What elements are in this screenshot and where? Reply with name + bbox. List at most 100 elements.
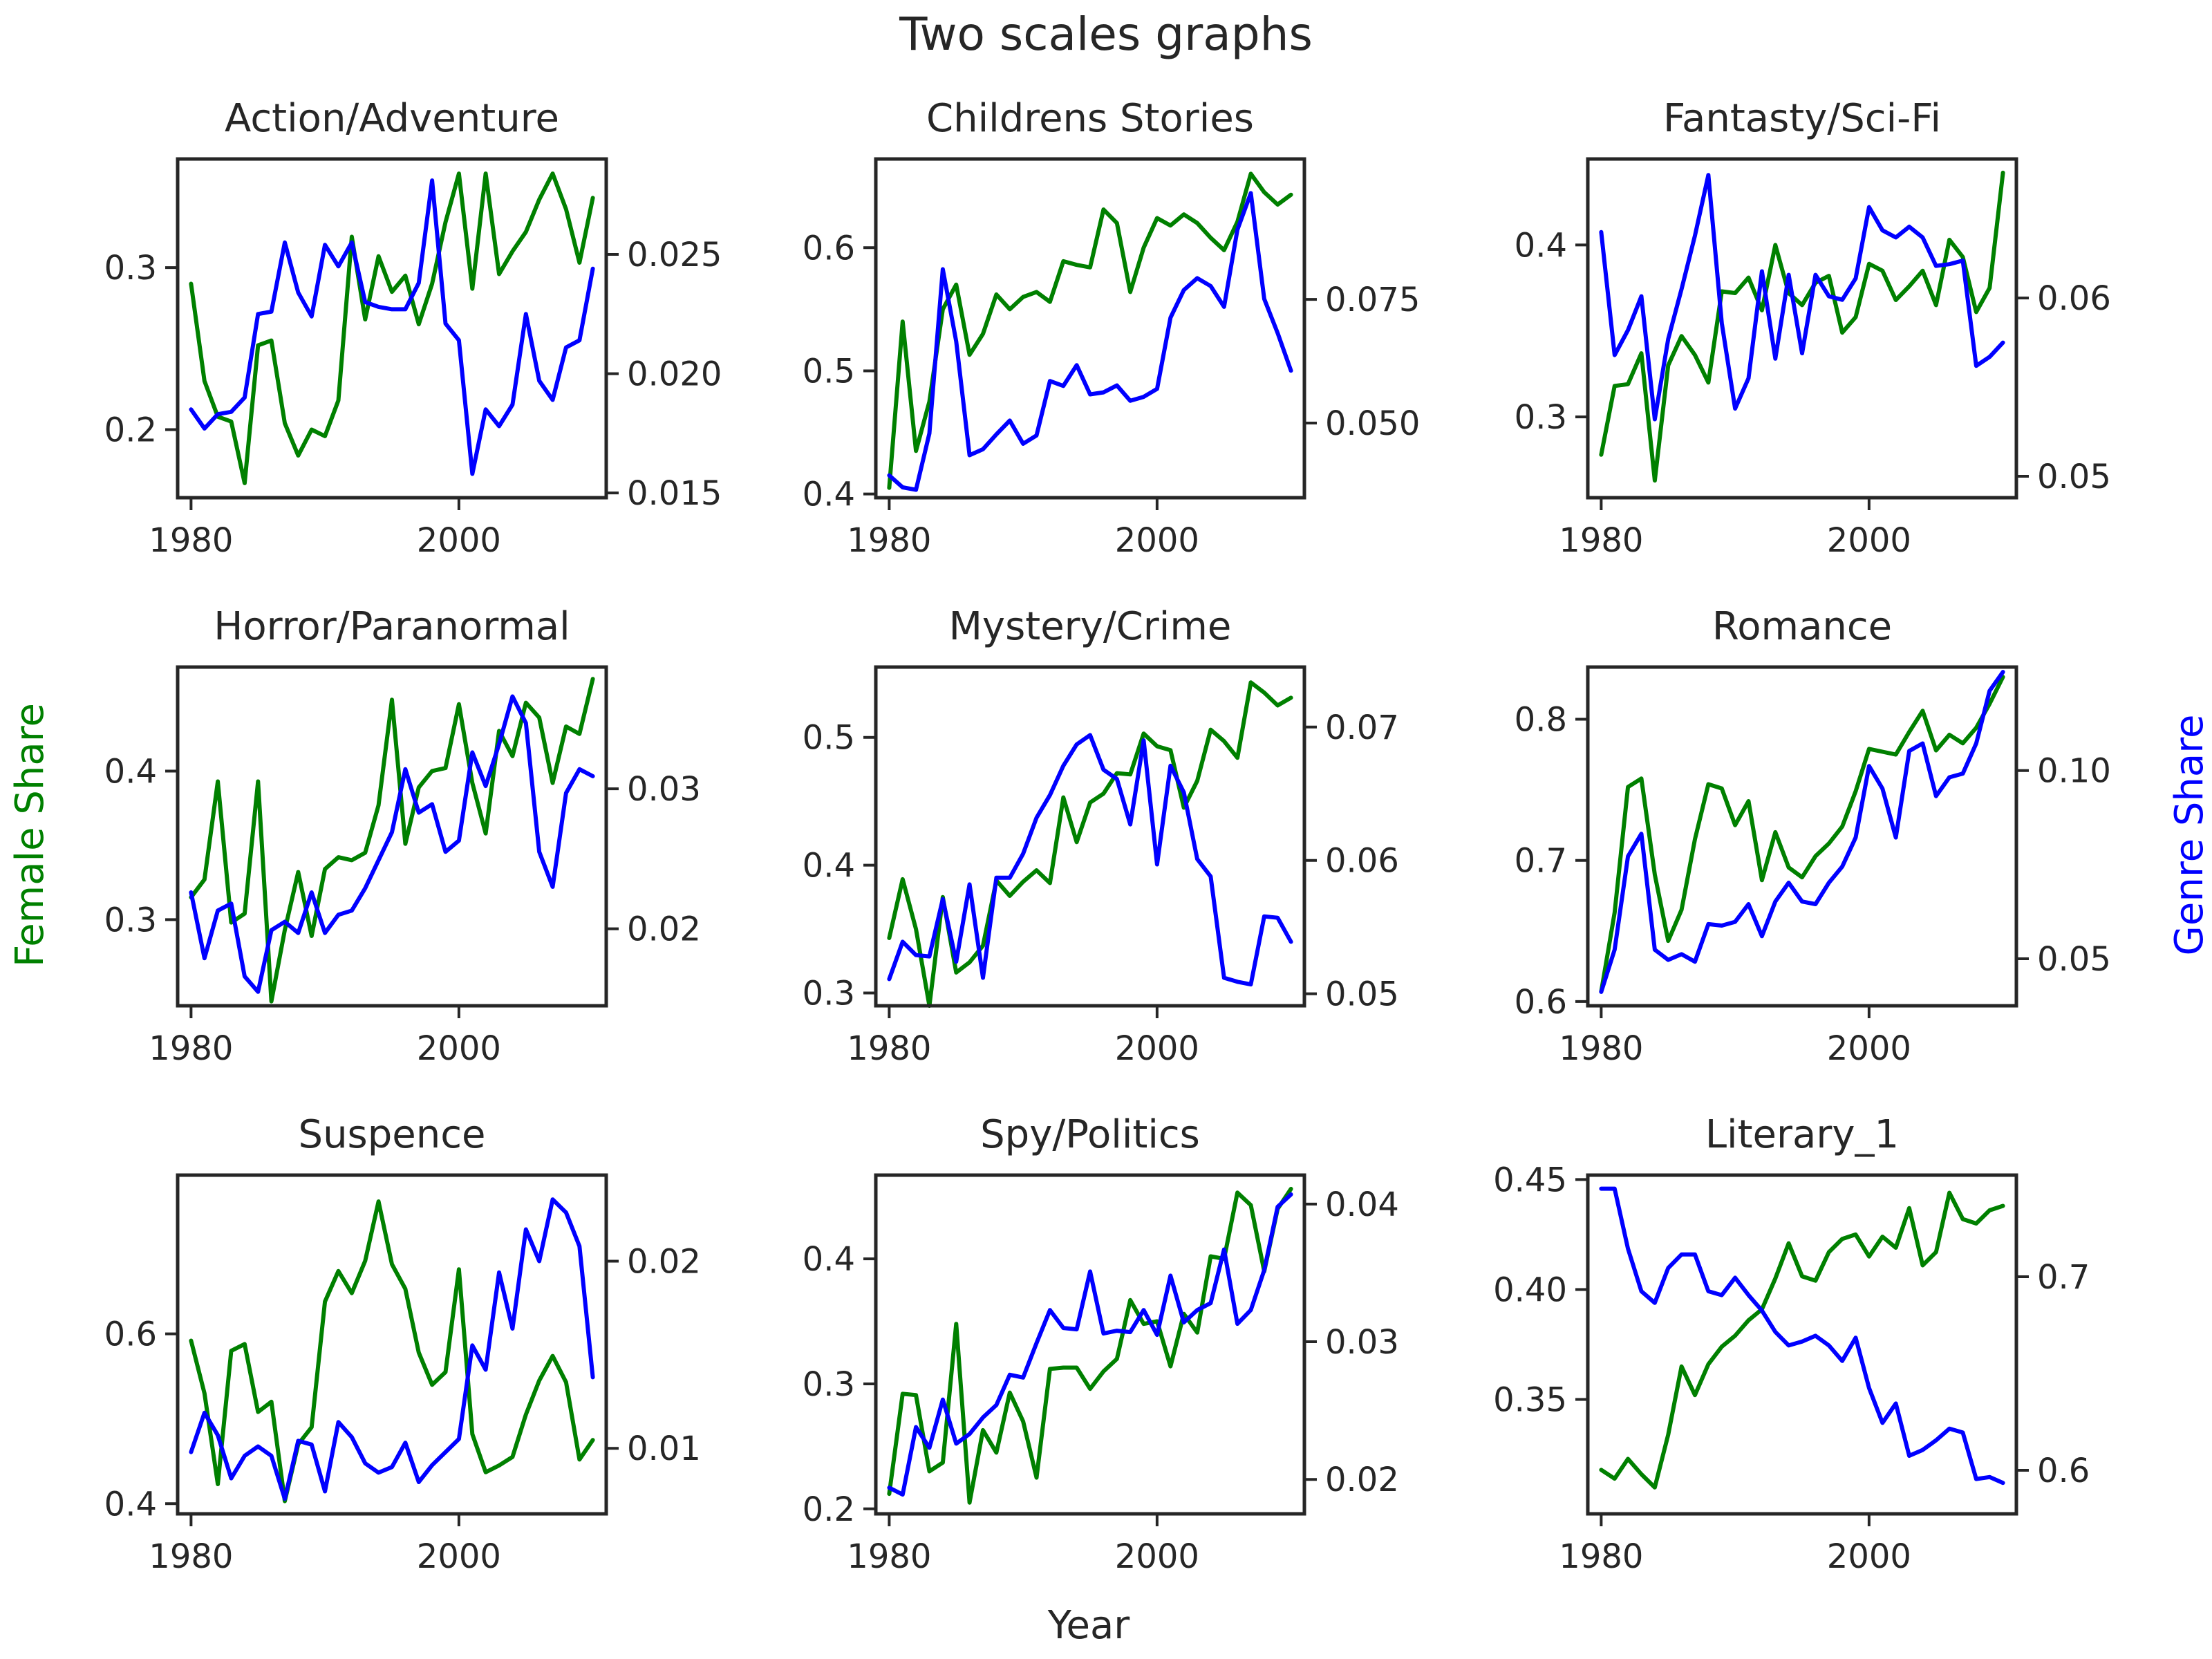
- right-y-tick-label: 0.01: [627, 1430, 701, 1468]
- genre-share-line: [887, 733, 1293, 987]
- genre-share-line: [887, 191, 1293, 492]
- x-tick-label: 2000: [1115, 521, 1199, 560]
- axes-frame: [176, 157, 608, 500]
- right-y-tick-label: 0.02: [627, 910, 701, 949]
- genre-share-line: [1599, 670, 2005, 994]
- left-y-tick-label: 0.40: [1493, 1271, 1567, 1309]
- left-y-tick-label: 0.45: [1493, 1161, 1567, 1199]
- right-y-tick-label: 0.03: [627, 770, 701, 809]
- genre-share-line: [887, 1192, 1293, 1497]
- x-tick-label: 2000: [1115, 1537, 1199, 1576]
- left-y-tick-label: 0.6: [1515, 983, 1567, 1022]
- panel-title: Literary_1: [1705, 1112, 1899, 1157]
- right-y-tick-label: 0.050: [1325, 404, 1420, 443]
- right-y-tick-label: 0.02: [1325, 1461, 1399, 1499]
- genre-share-line: [189, 178, 595, 476]
- x-tick-label: 2000: [1827, 1029, 1911, 1068]
- panel-title: Mystery/Crime: [949, 604, 1232, 649]
- x-tick-label: 2000: [1827, 1537, 1911, 1576]
- axes-frame: [176, 665, 608, 1008]
- panel-spy-politics: Spy/Politics 1980 2000 0.2 0.3 0.4 0.02 0.03 0.0…: [803, 1112, 1399, 1576]
- left-y-tick-label: 0.3: [1515, 398, 1567, 437]
- x-tick-label: 1980: [149, 1537, 233, 1576]
- left-y-tick-label: 0.4: [803, 476, 855, 514]
- x-tick-label: 2000: [417, 1029, 501, 1068]
- right-y-tick-label: 0.07: [1325, 709, 1399, 747]
- panel-romance: Romance 1980 2000 0.6 0.7 0.8 0.05 0.10: [1515, 604, 2111, 1068]
- panel-title: Romance: [1712, 604, 1892, 649]
- x-tick-label: 1980: [149, 1029, 233, 1068]
- female-share-line: [189, 1199, 595, 1503]
- axes-frame: [874, 157, 1306, 500]
- panel-title: Horror/Paranormal: [214, 604, 570, 649]
- x-tick-label: 1980: [1559, 521, 1643, 560]
- genre-share-line: [1599, 1186, 2005, 1485]
- right-y-tick-label: 0.7: [2037, 1258, 2090, 1297]
- right-y-tick-label: 0.02: [627, 1243, 701, 1282]
- left-y-tick-label: 0.35: [1493, 1381, 1567, 1420]
- x-tick-label: 2000: [417, 521, 501, 560]
- panel-horror-paranormal: Horror/Paranormal 1980 2000 0.3 0.4 0.02 0.03: [104, 604, 701, 1068]
- genre-share-line: [189, 694, 595, 994]
- right-y-axis-label: Genre Share: [2167, 715, 2212, 956]
- genre-share-line: [189, 1197, 595, 1501]
- x-tick-label: 1980: [847, 521, 931, 560]
- axes-frame: [1586, 1173, 2018, 1516]
- right-y-tick-label: 0.10: [2037, 752, 2111, 791]
- panel-literary-1: Literary_1 1980 2000 0.35 0.40 0.45 0.6 0.7: [1493, 1112, 2090, 1576]
- female-share-line: [189, 171, 595, 485]
- female-share-line: [1599, 1190, 2005, 1490]
- figure-title: Two scales graphs: [899, 8, 1313, 61]
- panel-title: Fantasty/Sci-Fi: [1663, 96, 1941, 141]
- panel-title: Spy/Politics: [980, 1112, 1200, 1157]
- left-y-tick-label: 0.4: [104, 752, 157, 791]
- right-y-tick-label: 0.06: [1325, 842, 1399, 881]
- left-y-tick-label: 0.7: [1515, 842, 1567, 881]
- x-tick-label: 2000: [1827, 521, 1911, 560]
- panel-childrens-stories: Childrens Stories 1980 2000 0.4 0.5 0.6 0.050 0…: [803, 96, 1421, 560]
- panel-title: Suspence: [299, 1112, 486, 1157]
- right-y-tick-label: 0.03: [1325, 1323, 1399, 1362]
- right-y-tick-label: 0.06: [2037, 279, 2111, 318]
- left-y-tick-label: 0.6: [104, 1315, 157, 1354]
- panel-title: Childrens Stories: [926, 96, 1254, 141]
- genre-share-line: [1599, 173, 2005, 422]
- x-axis-label: Year: [1047, 1603, 1131, 1648]
- female-share-line: [1599, 170, 2005, 483]
- left-y-tick-label: 0.4: [104, 1485, 157, 1524]
- left-y-tick-label: 0.4: [803, 847, 855, 885]
- panel-fantasty-sci-fi: Fantasty/Sci-Fi 1980 2000 0.3 0.4 0.05 0.06: [1515, 96, 2111, 560]
- panel-suspence: Suspence 1980 2000 0.4 0.6 0.01 0.02: [104, 1112, 701, 1576]
- left-y-tick-label: 0.4: [803, 1240, 855, 1279]
- left-y-tick-label: 0.5: [803, 719, 855, 758]
- left-y-tick-label: 0.2: [803, 1490, 855, 1529]
- right-y-tick-label: 0.05: [2037, 458, 2111, 496]
- right-y-tick-label: 0.075: [1325, 281, 1420, 319]
- left-y-tick-label: 0.8: [1515, 701, 1567, 740]
- left-y-tick-label: 0.4: [1515, 226, 1567, 265]
- female-share-line: [887, 1186, 1293, 1505]
- x-tick-label: 1980: [1559, 1537, 1643, 1576]
- left-y-tick-label: 0.3: [803, 1365, 855, 1404]
- right-y-tick-label: 0.6: [2037, 1452, 2090, 1490]
- x-tick-label: 1980: [847, 1029, 931, 1068]
- axes-frame: [874, 665, 1306, 1008]
- right-y-tick-label: 0.05: [1325, 975, 1399, 1014]
- panel-action-adventure: Action/Adventure 1980 2000 0.2 0.3 0.015 0.020…: [104, 96, 722, 560]
- right-y-tick-label: 0.015: [627, 474, 722, 513]
- female-share-line: [1599, 675, 2005, 994]
- x-tick-label: 1980: [1559, 1029, 1643, 1068]
- x-tick-label: 2000: [1115, 1029, 1199, 1068]
- right-y-tick-label: 0.025: [627, 236, 722, 274]
- panel-mystery-crime: Mystery/Crime 1980 2000 0.3 0.4 0.5 0.05 0.06 0.…: [803, 604, 1399, 1068]
- right-y-tick-label: 0.020: [627, 355, 722, 394]
- right-y-tick-label: 0.04: [1325, 1185, 1399, 1224]
- panel-title: Action/Adventure: [225, 96, 559, 141]
- female-share-line: [887, 680, 1293, 1008]
- left-y-tick-label: 0.3: [104, 901, 157, 939]
- left-y-tick-label: 0.5: [803, 352, 855, 391]
- x-tick-label: 1980: [847, 1537, 931, 1576]
- left-y-tick-label: 0.2: [104, 411, 157, 450]
- female-share-line: [189, 677, 595, 1004]
